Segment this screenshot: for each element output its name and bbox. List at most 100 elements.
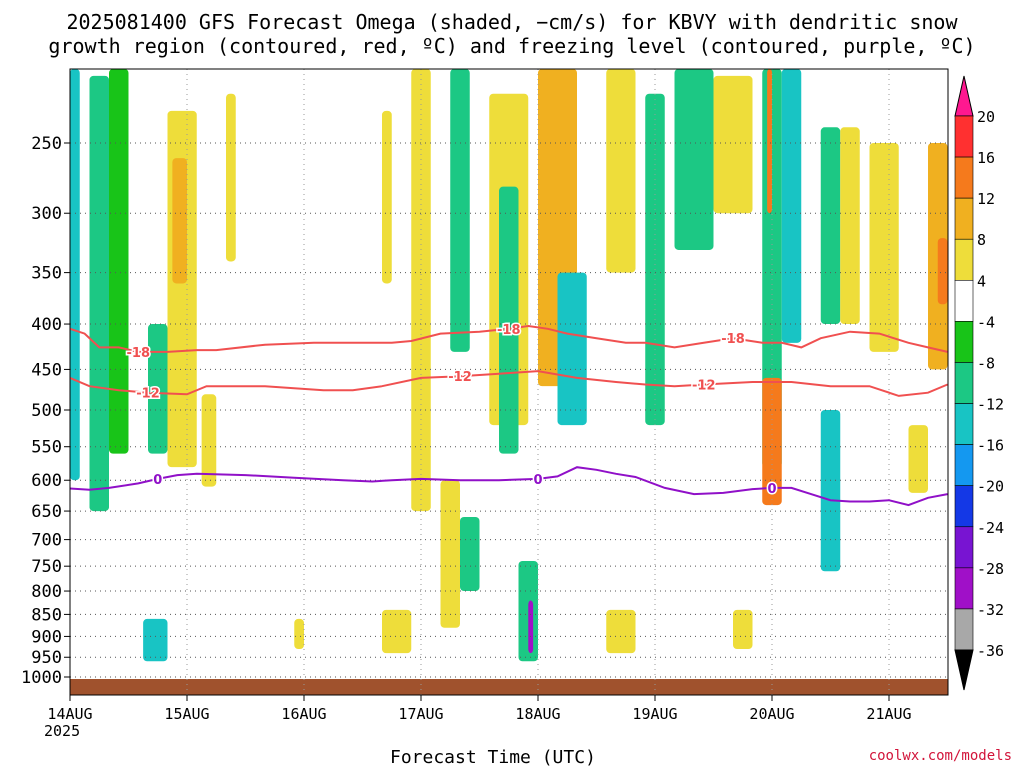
ground-layer	[70, 679, 948, 695]
y-tick-label: 600	[31, 471, 62, 491]
colorbar-tick-label: -20	[977, 478, 1004, 496]
axes-layer: 2503003504004505005506006507007508008509…	[21, 68, 949, 723]
y-tick-label: 900	[31, 627, 62, 647]
omega-area	[781, 69, 802, 343]
y-tick-label: 350	[31, 264, 62, 284]
y-tick-label: 400	[31, 315, 62, 335]
y-tick-label: 1000	[21, 668, 62, 688]
omega-area	[820, 127, 841, 325]
y-tick-label: 800	[31, 582, 62, 602]
colorbar-tick-label: -12	[977, 396, 1004, 414]
omega-area	[713, 75, 753, 214]
colorbar-segment	[954, 362, 974, 404]
omega-area	[89, 75, 109, 512]
colorbar-tick-label: 8	[977, 231, 986, 249]
colorbar-segment	[954, 608, 974, 651]
contour-label: 0	[153, 473, 162, 488]
omega-area	[840, 127, 860, 325]
colorbar-tick-label: 16	[977, 149, 995, 167]
omega-area	[172, 158, 187, 284]
x-tick-label: 19AUG	[632, 705, 677, 723]
colorbar-segment	[954, 156, 974, 199]
contour-label: -12	[692, 379, 716, 394]
y-tick-label: 450	[31, 360, 62, 380]
colorbar-segment	[954, 444, 974, 486]
x-axis-year-label: 2025	[44, 722, 81, 740]
colorbar-tick-label: 20	[977, 108, 995, 126]
ground-surface	[70, 679, 948, 695]
colorbar-tick-label: -16	[977, 437, 1004, 455]
omega-area	[606, 609, 636, 654]
contour-label: -12	[448, 370, 472, 385]
colorbar-tick-label: -24	[977, 519, 1004, 537]
y-tick-label: 300	[31, 204, 62, 224]
colorbar-top-arrow	[954, 75, 974, 117]
omega-area	[70, 69, 80, 481]
colorbar-segment	[954, 115, 974, 158]
colorbar-bottom-arrow	[954, 649, 974, 691]
omega-area	[109, 69, 129, 454]
y-tick-label: 500	[31, 401, 62, 421]
x-tick-label: 21AUG	[866, 705, 911, 723]
omega-area	[201, 394, 217, 487]
x-tick-label: 16AUG	[281, 705, 326, 723]
y-tick-label: 650	[31, 502, 62, 522]
y-tick-label: 550	[31, 438, 62, 458]
omega-shading-layer	[70, 69, 948, 662]
colorbar-segment	[954, 238, 974, 281]
omega-area	[411, 69, 431, 512]
y-tick-label: 750	[31, 557, 62, 577]
x-axis-label: Forecast Time (UTC)	[390, 747, 596, 768]
colorbar-segment	[954, 567, 974, 610]
colorbar-tick-label: -8	[977, 354, 995, 372]
y-tick-label: 700	[31, 531, 62, 551]
plot-frame	[69, 68, 949, 696]
colorbar-tick-label: 12	[977, 190, 995, 208]
contour-label: 0	[767, 482, 776, 497]
omega-area	[606, 69, 636, 273]
omega-area	[820, 410, 841, 572]
omega-area	[869, 143, 899, 352]
omega-area	[528, 600, 534, 654]
colorbar-segment	[954, 485, 974, 528]
x-tick-label: 20AUG	[749, 705, 794, 723]
y-tick-label: 850	[31, 605, 62, 625]
omega-area	[450, 69, 470, 352]
omega-area	[226, 93, 236, 262]
omega-area	[767, 69, 772, 214]
contour-layer: -18 -18 -18 -12 -12 -12 0 0 0	[69, 321, 948, 507]
omega-area	[499, 186, 519, 454]
colorbar-segment	[954, 321, 974, 363]
omega-area	[937, 238, 948, 305]
colorbar-tick-label: -4	[977, 313, 995, 331]
x-tick-label: 17AUG	[398, 705, 443, 723]
omega-area	[733, 609, 753, 650]
colorbar-tick-label: -28	[977, 560, 1004, 578]
contour-line	[69, 324, 948, 353]
colorbar-segment	[954, 197, 974, 240]
omega-area	[382, 110, 392, 284]
chart-title-line-2: growth region (contoured, red, ºC) and f…	[48, 34, 976, 58]
contour-line	[69, 466, 948, 507]
omega-area	[440, 480, 460, 628]
x-tick-label: 14AUG	[47, 705, 92, 723]
y-tick-label: 950	[31, 648, 62, 668]
contour-label: -18	[497, 323, 521, 338]
omega-area	[674, 69, 714, 250]
chart-title-line-1: 2025081400 GFS Forecast Omega (shaded, −…	[66, 10, 958, 34]
source-credit: coolwx.com/models	[868, 748, 1012, 764]
omega-area	[294, 618, 304, 650]
omega-area	[148, 324, 168, 454]
colorbar-tick-label: -32	[977, 601, 1004, 619]
omega-area	[908, 425, 928, 493]
omega-area	[382, 609, 412, 654]
colorbar: 20 16 12 8 4 -4 -8 -12 -16 -20 -24 -28 -32 -36	[954, 75, 1004, 691]
colorbar-segment	[954, 280, 974, 322]
omega-area	[762, 377, 782, 506]
contour-label: -18	[721, 332, 745, 347]
colorbar-segment	[954, 403, 974, 445]
x-tick-label: 15AUG	[164, 705, 209, 723]
y-tick-label: 250	[31, 134, 62, 154]
omega-area	[143, 618, 168, 662]
